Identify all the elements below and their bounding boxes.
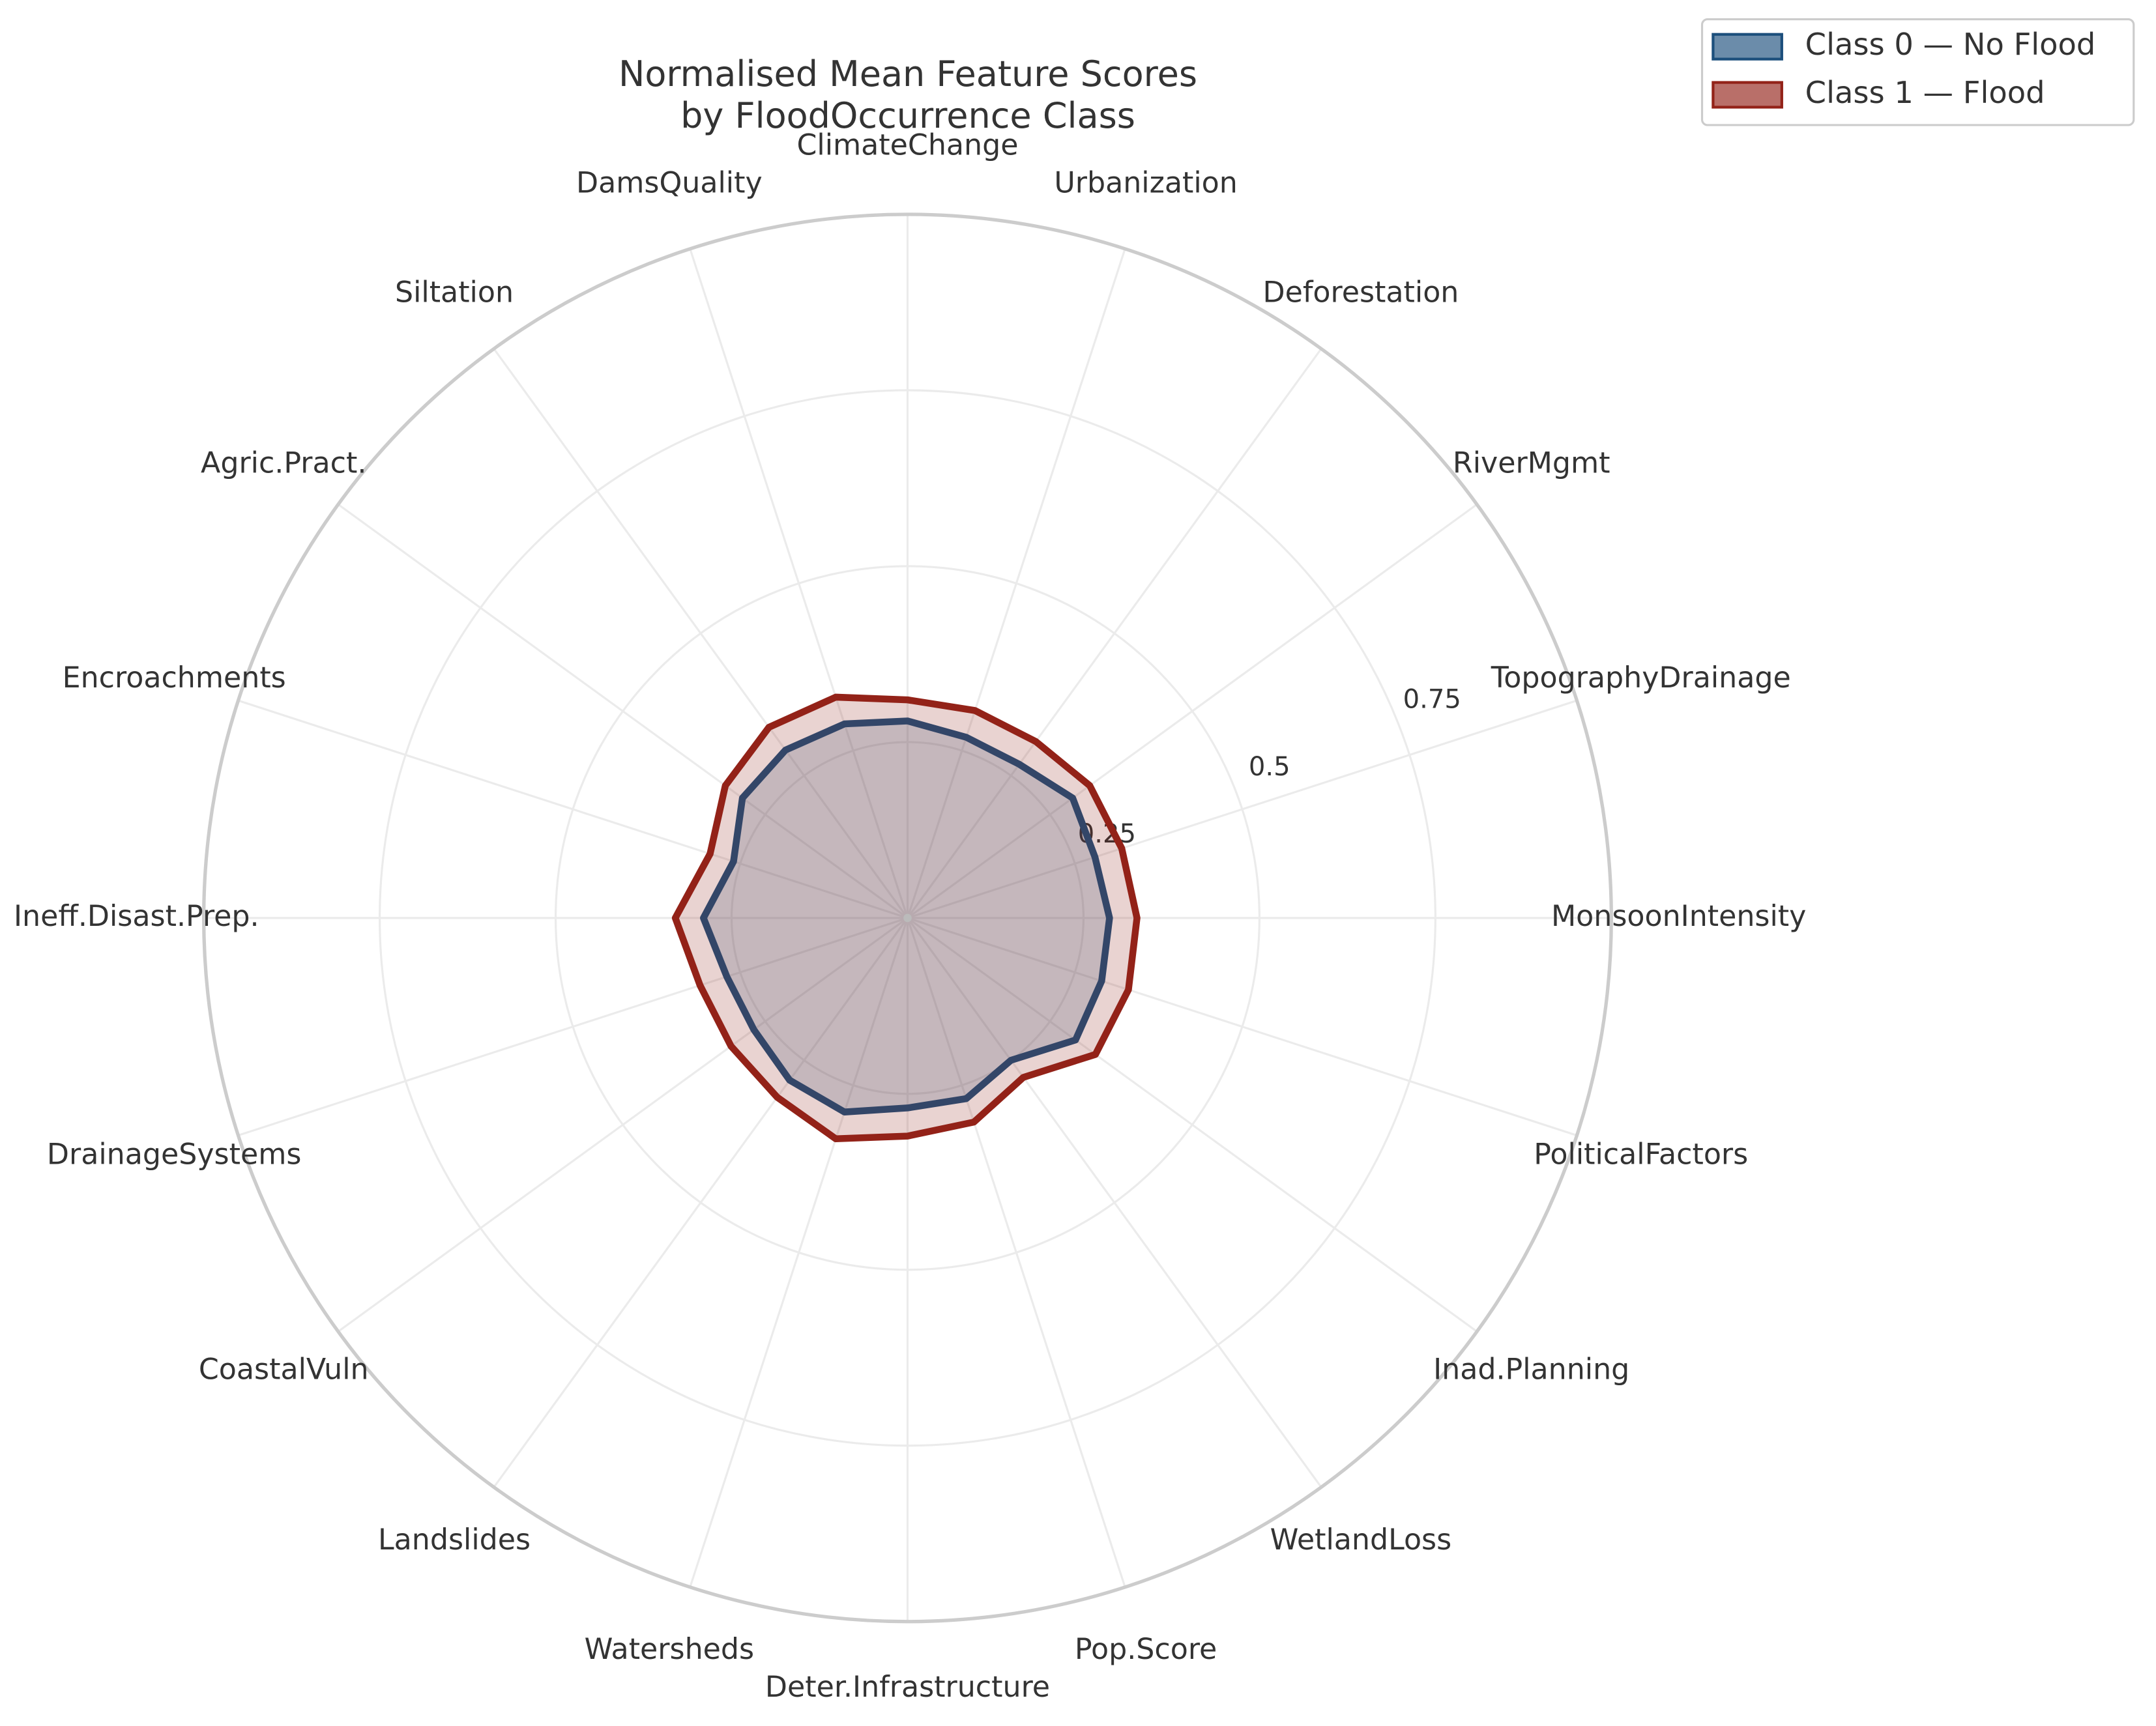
category-label: Watersheds <box>585 1633 754 1666</box>
series-line <box>671 693 1141 1143</box>
category-label: DamsQuality <box>576 167 763 200</box>
legend-swatch <box>1712 33 1783 61</box>
category-label: Pop.Score <box>1075 1633 1217 1666</box>
legend-swatch <box>1712 81 1783 109</box>
category-label: Agric.Pract. <box>201 446 366 480</box>
category-label: Siltation <box>395 276 514 309</box>
legend-box <box>1700 18 2135 126</box>
category-label: Deforestation <box>1262 276 1459 309</box>
category-label: ClimateChange <box>797 129 1019 162</box>
r-tick-label: 0.5 <box>1249 752 1290 782</box>
legend-label: Class 0 — No Flood <box>1805 27 2096 62</box>
category-label: RiverMgmt <box>1453 446 1610 480</box>
grid-ring <box>379 389 1436 1447</box>
r-tick-label: 0.75 <box>1403 685 1461 715</box>
series-line <box>700 717 1113 1115</box>
category-label: Deter.Infrastructure <box>765 1671 1050 1704</box>
grid-ring <box>554 565 1260 1271</box>
category-label: MonsoonIntensity <box>1551 900 1806 933</box>
outer-frame <box>201 212 1613 1624</box>
category-label: Ineff.Disast.Prep. <box>14 900 259 933</box>
center-dot <box>903 913 912 923</box>
category-label: WetlandLoss <box>1270 1523 1452 1557</box>
category-label: PoliticalFactors <box>1534 1138 1748 1171</box>
category-label: Inad.Planning <box>1433 1353 1629 1386</box>
chart-title: Normalised Mean Feature Scores by FloodO… <box>618 53 1198 136</box>
category-label: DrainageSystems <box>47 1138 302 1171</box>
category-label: Landslides <box>378 1523 531 1557</box>
legend-label: Class 1 — Flood <box>1805 75 2045 110</box>
category-label: Urbanization <box>1054 167 1237 200</box>
grid-ring <box>730 741 1085 1095</box>
category-label: Encroachments <box>63 661 286 695</box>
category-label: CoastalVuln <box>199 1353 369 1386</box>
category-label: TopographyDrainage <box>1491 661 1791 695</box>
